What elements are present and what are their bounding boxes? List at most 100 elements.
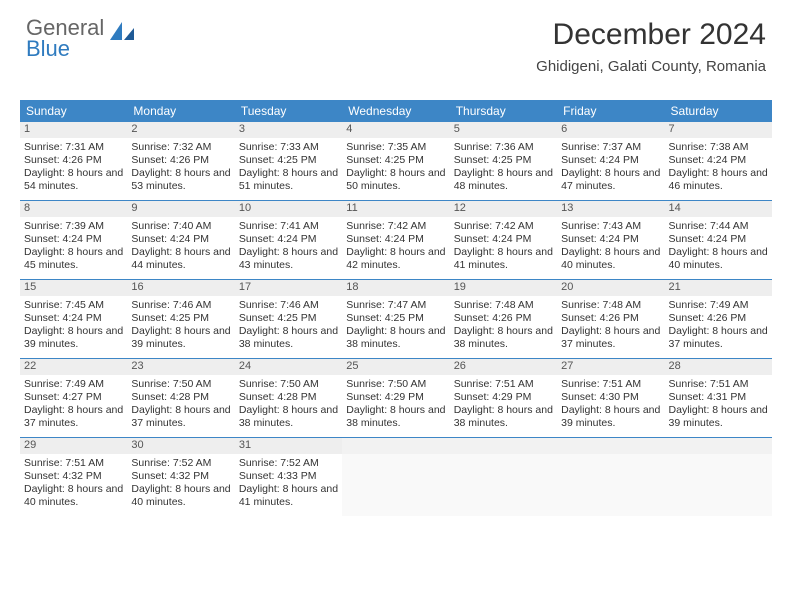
sunset-text: Sunset: 4:24 PM	[669, 233, 768, 246]
sunrise-text: Sunrise: 7:51 AM	[454, 378, 553, 391]
daylight-text: Daylight: 8 hours and 54 minutes.	[24, 167, 123, 193]
day-cell: 27Sunrise: 7:51 AMSunset: 4:30 PMDayligh…	[557, 359, 664, 437]
day-number: 6	[557, 122, 664, 138]
day-number-bar	[342, 438, 449, 454]
day-cell: 10 Sunrise: 7:41 AMSunset: 4:24 PMDayligh…	[235, 201, 342, 279]
day-cell: 2 Sunrise: 7:32 AMSunset: 4:26 PMDaylight…	[127, 122, 234, 200]
day-number: 22	[20, 359, 127, 375]
daylight-text: Daylight: 8 hours and 40 minutes.	[131, 483, 230, 509]
sunset-text: Sunset: 4:26 PM	[669, 312, 768, 325]
day-number: 15	[20, 280, 127, 296]
daylight-text: Daylight: 8 hours and 38 minutes.	[346, 325, 445, 351]
daylight-text: Daylight: 8 hours and 40 minutes.	[561, 246, 660, 272]
daylight-text: Daylight: 8 hours and 53 minutes.	[131, 167, 230, 193]
day-body: Sunrise: 7:49 AMSunset: 4:27 PMDaylight:…	[20, 378, 127, 431]
day-cell: 9Sunrise: 7:40 AMSunset: 4:24 PMDaylight…	[127, 201, 234, 279]
day-number: 27	[557, 359, 664, 375]
day-number-bar	[665, 438, 772, 454]
sunrise-text: Sunrise: 7:44 AM	[669, 220, 768, 233]
day-cell: 22 Sunrise: 7:49 AMSunset: 4:27 PMDayligh…	[20, 359, 127, 437]
sunrise-text: Sunrise: 7:31 AM	[24, 141, 123, 154]
day-body: Sunrise: 7:50 AMSunset: 4:29 PMDaylight:…	[342, 378, 449, 431]
sunrise-text: Sunrise: 7:45 AM	[24, 299, 123, 312]
daylight-text: Daylight: 8 hours and 37 minutes.	[561, 325, 660, 351]
sunset-text: Sunset: 4:24 PM	[24, 312, 123, 325]
day-number: 25	[342, 359, 449, 375]
day-number-bar	[450, 438, 557, 454]
page-title: December 2024	[536, 18, 766, 52]
daylight-text: Daylight: 8 hours and 38 minutes.	[239, 404, 338, 430]
dow-wednesday: Wednesday	[342, 100, 449, 122]
sunset-text: Sunset: 4:26 PM	[131, 154, 230, 167]
logo-text: General Blue	[26, 18, 104, 60]
daylight-text: Daylight: 8 hours and 45 minutes.	[24, 246, 123, 272]
day-number: 12	[450, 201, 557, 217]
day-body: Sunrise: 7:49 AMSunset: 4:26 PMDaylight:…	[665, 299, 772, 352]
sunrise-text: Sunrise: 7:35 AM	[346, 141, 445, 154]
day-cell: 16Sunrise: 7:46 AMSunset: 4:25 PMDayligh…	[127, 280, 234, 358]
day-number: 10	[235, 201, 342, 217]
sunrise-text: Sunrise: 7:51 AM	[24, 457, 123, 470]
logo-bottom-word: Blue	[26, 39, 104, 60]
day-number: 9	[127, 201, 234, 217]
day-cell	[557, 438, 664, 516]
day-cell: 20Sunrise: 7:48 AMSunset: 4:26 PMDayligh…	[557, 280, 664, 358]
day-number: 31	[235, 438, 342, 454]
day-body: Sunrise: 7:51 AMSunset: 4:29 PMDaylight:…	[450, 378, 557, 431]
header-right: December 2024 Ghidigeni, Galati County, …	[536, 18, 766, 75]
day-number: 30	[127, 438, 234, 454]
daylight-text: Daylight: 8 hours and 38 minutes.	[454, 325, 553, 351]
sunset-text: Sunset: 4:24 PM	[346, 233, 445, 246]
sunrise-text: Sunrise: 7:40 AM	[131, 220, 230, 233]
daylight-text: Daylight: 8 hours and 39 minutes.	[131, 325, 230, 351]
day-cell: 14Sunrise: 7:44 AMSunset: 4:24 PMDayligh…	[665, 201, 772, 279]
sunrise-text: Sunrise: 7:49 AM	[24, 378, 123, 391]
day-body: Sunrise: 7:32 AMSunset: 4:26 PMDaylight:…	[127, 141, 234, 194]
day-cell: 28Sunrise: 7:51 AMSunset: 4:31 PMDayligh…	[665, 359, 772, 437]
daylight-text: Daylight: 8 hours and 44 minutes.	[131, 246, 230, 272]
day-cell	[665, 438, 772, 516]
daylight-text: Daylight: 8 hours and 38 minutes.	[239, 325, 338, 351]
day-cell: 13Sunrise: 7:43 AMSunset: 4:24 PMDayligh…	[557, 201, 664, 279]
sunset-text: Sunset: 4:24 PM	[24, 233, 123, 246]
day-cell: 19Sunrise: 7:48 AMSunset: 4:26 PMDayligh…	[450, 280, 557, 358]
day-body: Sunrise: 7:52 AMSunset: 4:32 PMDaylight:…	[127, 457, 234, 510]
sunset-text: Sunset: 4:29 PM	[346, 391, 445, 404]
calendar: Sunday Monday Tuesday Wednesday Thursday…	[20, 100, 772, 516]
dow-monday: Monday	[127, 100, 234, 122]
sunrise-text: Sunrise: 7:38 AM	[669, 141, 768, 154]
day-number: 11	[342, 201, 449, 217]
daylight-text: Daylight: 8 hours and 38 minutes.	[346, 404, 445, 430]
sunset-text: Sunset: 4:25 PM	[346, 154, 445, 167]
day-body: Sunrise: 7:42 AMSunset: 4:24 PMDaylight:…	[342, 220, 449, 273]
sunset-text: Sunset: 4:24 PM	[669, 154, 768, 167]
sunset-text: Sunset: 4:28 PM	[239, 391, 338, 404]
sunset-text: Sunset: 4:25 PM	[346, 312, 445, 325]
day-number: 29	[20, 438, 127, 454]
day-cell: 31Sunrise: 7:52 AMSunset: 4:33 PMDayligh…	[235, 438, 342, 516]
day-body: Sunrise: 7:38 AMSunset: 4:24 PMDaylight:…	[665, 141, 772, 194]
daylight-text: Daylight: 8 hours and 51 minutes.	[239, 167, 338, 193]
sunrise-text: Sunrise: 7:33 AM	[239, 141, 338, 154]
day-number: 17	[235, 280, 342, 296]
day-number: 2	[127, 122, 234, 138]
day-body: Sunrise: 7:42 AMSunset: 4:24 PMDaylight:…	[450, 220, 557, 273]
week-row: 29Sunrise: 7:51 AMSunset: 4:32 PMDayligh…	[20, 437, 772, 516]
day-body: Sunrise: 7:39 AMSunset: 4:24 PMDaylight:…	[20, 220, 127, 273]
day-number: 8	[20, 201, 127, 217]
sunset-text: Sunset: 4:24 PM	[561, 154, 660, 167]
day-cell: 21Sunrise: 7:49 AMSunset: 4:26 PMDayligh…	[665, 280, 772, 358]
day-number: 23	[127, 359, 234, 375]
day-body: Sunrise: 7:44 AMSunset: 4:24 PMDaylight:…	[665, 220, 772, 273]
sunrise-text: Sunrise: 7:43 AM	[561, 220, 660, 233]
day-cell	[342, 438, 449, 516]
day-number: 26	[450, 359, 557, 375]
day-body: Sunrise: 7:50 AMSunset: 4:28 PMDaylight:…	[235, 378, 342, 431]
day-body: Sunrise: 7:41 AMSunset: 4:24 PMDaylight:…	[235, 220, 342, 273]
sunset-text: Sunset: 4:31 PM	[669, 391, 768, 404]
sunrise-text: Sunrise: 7:39 AM	[24, 220, 123, 233]
day-body: Sunrise: 7:46 AMSunset: 4:25 PMDaylight:…	[127, 299, 234, 352]
day-cell: 25 Sunrise: 7:50 AMSunset: 4:29 PMDayligh…	[342, 359, 449, 437]
day-number: 13	[557, 201, 664, 217]
day-cell: 3Sunrise: 7:33 AMSunset: 4:25 PMDaylight…	[235, 122, 342, 200]
